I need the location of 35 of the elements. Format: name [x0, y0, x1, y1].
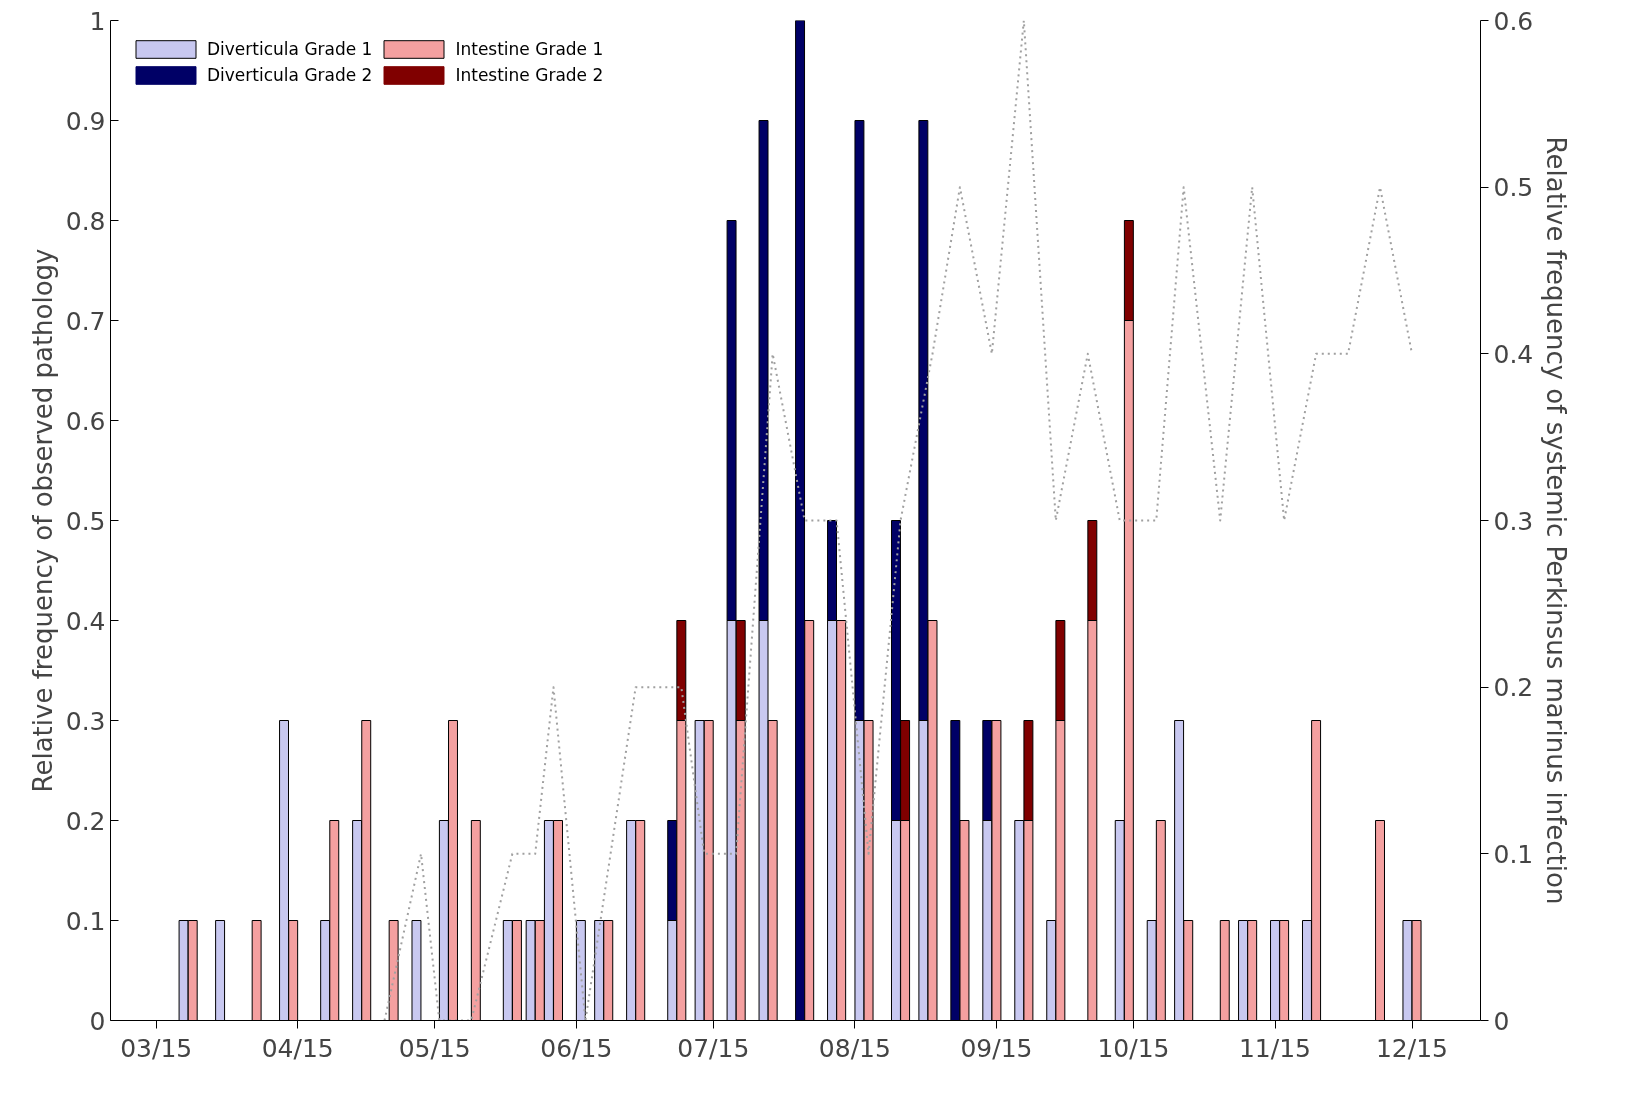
legend-label: Intestine Grade 2	[455, 65, 604, 85]
y-tick-label: 0.7	[65, 306, 106, 336]
x-tick-label: 11/15	[1238, 1033, 1312, 1063]
y-tick-label: 1	[89, 6, 106, 36]
y2-tick-label: 0.6	[1493, 6, 1534, 36]
y-tick-label: 0.4	[65, 606, 106, 636]
legend-label: Diverticula Grade 1	[207, 39, 373, 59]
line-series	[383, 20, 1413, 1021]
y2-tick-label: 0.4	[1493, 339, 1534, 369]
y-tick-label: 0.1	[65, 906, 106, 936]
y-tick-label: 0.2	[65, 806, 106, 836]
x-tick-label: 06/15	[540, 1033, 613, 1063]
y-tick-label: 0.8	[65, 206, 106, 236]
y-tick-label: 0.6	[65, 406, 106, 436]
x-tick-label: 05/15	[398, 1033, 471, 1063]
y2-tick-label: 0.5	[1493, 173, 1534, 203]
y2-axis-title: Relative frequency of systemic Perkinsus marinus infection	[1541, 136, 1572, 905]
x-tick-label: 08/15	[818, 1033, 891, 1063]
legend-label: Intestine Grade 1	[455, 39, 604, 59]
x-tick-label: 04/15	[261, 1033, 334, 1063]
legend-label: Diverticula Grade 2	[207, 65, 373, 85]
y2-tick-label: 0.3	[1493, 506, 1534, 536]
x-tick-label: 12/15	[1375, 1033, 1449, 1063]
y-tick-label: 0	[89, 1006, 106, 1036]
y-tick-label: 0.3	[65, 706, 106, 736]
x-tick-label: 07/15	[677, 1033, 750, 1063]
y2-tick-label: 0	[1493, 1006, 1510, 1036]
y-axis-title: Relative frequency of observed pathology	[27, 248, 58, 793]
x-tick-label: 09/15	[960, 1033, 1033, 1063]
y-tick-label: 0.9	[65, 106, 106, 136]
y2-tick-label: 0.2	[1493, 673, 1534, 703]
y-tick-label: 0.5	[65, 506, 106, 536]
x-tick-label: 10/15	[1097, 1033, 1170, 1063]
x-tick-label: 03/15	[120, 1033, 193, 1063]
y2-tick-label: 0.1	[1493, 839, 1534, 869]
